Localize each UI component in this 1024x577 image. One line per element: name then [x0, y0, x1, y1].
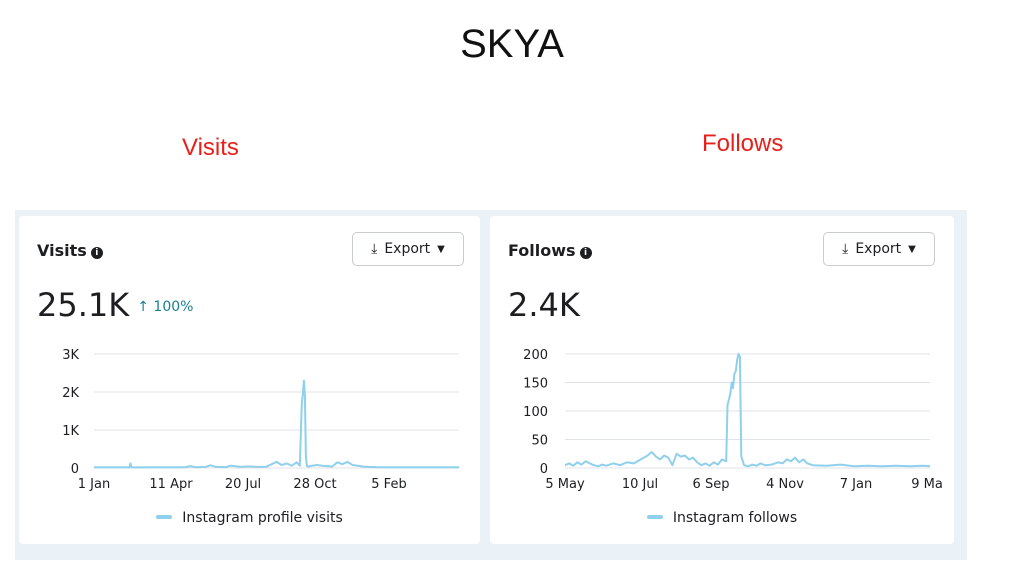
legend-swatch: [646, 515, 663, 519]
export-label: Export: [384, 241, 431, 257]
x-tick-label: 10 Jul: [622, 477, 658, 492]
x-tick-label: 28 Oct: [293, 477, 336, 492]
page-title: SKYA: [460, 22, 564, 66]
y-tick-label: 100: [523, 405, 548, 420]
x-tick-label: 7 Jan: [840, 477, 872, 492]
x-tick-label: 4 Nov: [766, 477, 804, 492]
x-tick-label: 20 Jul: [225, 477, 261, 492]
y-tick-label: 50: [531, 434, 548, 449]
legend-swatch: [156, 515, 173, 519]
legend-label: Instagram follows: [672, 510, 798, 526]
y-tick-label: 1K: [62, 424, 79, 439]
export-button[interactable]: ⤓ Export ▼: [352, 232, 464, 266]
big-value-number: 2.4K: [508, 286, 580, 324]
follows-card: Follows i ⤓ Export ▼ 2.4K 0 50 100 150 200 5 M…: [490, 216, 954, 544]
card-title: Follows i: [508, 241, 592, 260]
chart-legend[interactable]: Instagram profile visits: [19, 510, 480, 526]
follows-chart: 0 50 100 150 200 5 May 10 Jul 6 Sep 4 Nov 7 Jan 9 …: [523, 348, 943, 492]
visits-card: Visits i ⤓ Export ▼ 25.1K ↑ 100% 0 1K 2K 3K 1 …: [19, 216, 480, 544]
x-tick-label: 6 Sep: [693, 477, 730, 492]
caption-follows: Follows: [702, 130, 784, 157]
series-line[interactable]: [94, 379, 459, 469]
info-icon[interactable]: i: [579, 247, 592, 259]
y-tick-label: 0: [540, 462, 548, 477]
y-tick-label: 200: [523, 348, 548, 363]
y-tick-label: 3K: [62, 348, 79, 363]
download-icon: ⤓: [842, 241, 849, 257]
big-value: 2.4K: [508, 286, 580, 324]
delta-badge: ↑ 100%: [137, 299, 194, 315]
x-tick-label: 1 Jan: [78, 477, 110, 492]
y-tick-label: 2K: [62, 386, 79, 401]
y-tick-label: 0: [71, 462, 79, 477]
caret-down-icon: ▼: [908, 243, 916, 255]
card-title-label: Visits: [37, 241, 87, 260]
y-tick-label: 150: [523, 377, 548, 392]
caption-visits: Visits: [182, 134, 239, 161]
chart-legend[interactable]: Instagram follows: [490, 510, 954, 526]
card-title: Visits i: [37, 241, 103, 260]
info-icon[interactable]: i: [90, 247, 103, 259]
caret-down-icon: ▼: [437, 243, 445, 255]
download-icon: ⤓: [371, 241, 378, 257]
visits-chart: 0 1K 2K 3K 1 Jan 11 Apr 20 Jul 28 Oct 5 Feb: [62, 348, 459, 492]
big-value-number: 25.1K: [37, 286, 130, 324]
x-tick-label: 11 Apr: [149, 477, 193, 492]
export-button[interactable]: ⤓ Export ▼: [823, 232, 935, 266]
series-line[interactable]: [564, 353, 931, 468]
x-tick-label: 5 Feb: [371, 477, 406, 492]
big-value: 25.1K ↑ 100%: [37, 286, 193, 324]
x-tick-label: 9 Ma: [911, 477, 943, 492]
legend-label: Instagram profile visits: [182, 510, 343, 526]
export-label: Export: [855, 241, 902, 257]
x-tick-label: 5 May: [545, 477, 585, 492]
card-title-label: Follows: [508, 241, 576, 260]
